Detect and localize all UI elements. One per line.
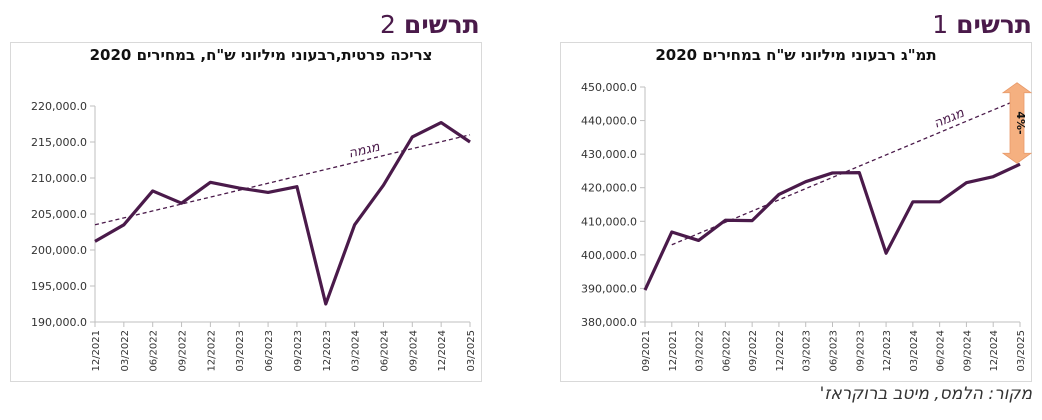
chart-title: צריכה פרטית,רבעוני מיליוני ש"ח, במחירים … bbox=[89, 46, 433, 64]
y-tick-label: 410,000.0 bbox=[581, 215, 637, 228]
x-tick-label: 06/2023 bbox=[829, 330, 840, 372]
x-tick-label: 12/2023 bbox=[882, 330, 893, 372]
x-tick-label: 09/2024 bbox=[408, 330, 419, 372]
x-tick-label: 12/2022 bbox=[775, 330, 786, 372]
gap-label: 4%- bbox=[1014, 111, 1027, 134]
chart2-heading: תרשים2 bbox=[380, 10, 480, 39]
x-tick-label: 09/2023 bbox=[293, 330, 304, 372]
chart1-heading: תרשים1 bbox=[932, 10, 1032, 39]
x-tick-label: 06/2022 bbox=[721, 330, 732, 372]
series-line bbox=[643, 162, 1021, 291]
x-tick-label: 06/2023 bbox=[264, 330, 275, 372]
x-tick-label: 12/2024 bbox=[989, 330, 1000, 372]
private-consumption-chart: צריכה פרטית,רבעוני מיליוני ש"ח, במחירים … bbox=[10, 42, 482, 382]
x-tick-label: 09/2023 bbox=[855, 330, 866, 372]
x-tick-label: 12/2023 bbox=[322, 330, 333, 372]
x-tick-label: 03/2022 bbox=[695, 330, 706, 372]
x-tick-label: 03/2024 bbox=[351, 330, 362, 372]
x-tick-label: 06/2022 bbox=[149, 330, 160, 372]
x-tick-label: 03/2022 bbox=[120, 330, 131, 372]
chart1-heading-word: תרשים bbox=[956, 10, 1032, 39]
x-tick-label: 03/2025 bbox=[466, 330, 477, 372]
chart2-heading-word: תרשים bbox=[403, 10, 480, 39]
y-tick-label: 390,000.0 bbox=[581, 282, 637, 295]
series-line bbox=[94, 120, 471, 306]
trend-line bbox=[94, 134, 471, 226]
gdp-chart: תמ"ג רבעוני מיליוני ש"ח במחירים 2020 380… bbox=[560, 42, 1033, 382]
x-tick-label: 09/2021 bbox=[641, 330, 652, 372]
x-tick-label: 09/2022 bbox=[178, 330, 189, 372]
y-tick-label: 195,000.0 bbox=[31, 280, 87, 293]
trend-label: מגמה bbox=[347, 139, 382, 161]
y-tick-label: 430,000.0 bbox=[581, 148, 637, 161]
y-tick-label: 190,000.0 bbox=[31, 316, 87, 329]
y-tick-label: 210,000.0 bbox=[31, 172, 87, 185]
private-consumption-plot: 190,000.0 195,000.0 200,000.0 205,000.0 210,… bbox=[31, 100, 477, 372]
source-note: מקור: הלמס, מיטב ברוקראז' bbox=[819, 384, 1032, 404]
y-tick-label: 380,000.0 bbox=[581, 316, 637, 329]
y-tick-label: 200,000.0 bbox=[31, 244, 87, 257]
x-tick-label: 03/2023 bbox=[802, 330, 813, 372]
y-tick-label: 400,000.0 bbox=[581, 249, 637, 262]
x-tick-label: 03/2024 bbox=[909, 330, 920, 372]
x-tick-label: 12/2021 bbox=[668, 330, 679, 372]
y-tick-label: 420,000.0 bbox=[581, 182, 637, 195]
gap-arrow bbox=[1001, 82, 1033, 164]
y-tick-label: 215,000.0 bbox=[31, 136, 87, 149]
y-tick-label: 205,000.0 bbox=[31, 208, 87, 221]
chart1-heading-number: 1 bbox=[932, 10, 949, 39]
gdp-plot: 380,000.0 390,000.0 400,000.0 410,000.0 420,… bbox=[581, 81, 1033, 372]
x-tick-label: 09/2024 bbox=[962, 330, 973, 372]
x-tick-label: 06/2024 bbox=[379, 330, 390, 372]
x-tick-label: 06/2024 bbox=[936, 330, 947, 372]
x-tick-label: 12/2022 bbox=[206, 330, 217, 372]
chart2-heading-number: 2 bbox=[380, 10, 396, 39]
x-tick-label: 03/2025 bbox=[1016, 330, 1027, 372]
y-tick-label: 440,000.0 bbox=[581, 115, 637, 128]
x-tick-label: 12/2021 bbox=[91, 330, 102, 372]
x-tick-label: 12/2024 bbox=[437, 330, 448, 372]
x-tick-label: 09/2022 bbox=[748, 330, 759, 372]
y-tick-label: 450,000.0 bbox=[581, 81, 637, 94]
x-tick-label: 03/2023 bbox=[235, 330, 246, 372]
chart-title: תמ"ג רבעוני מיליוני ש"ח במחירים 2020 bbox=[655, 46, 937, 64]
y-tick-label: 220,000.0 bbox=[31, 100, 87, 113]
